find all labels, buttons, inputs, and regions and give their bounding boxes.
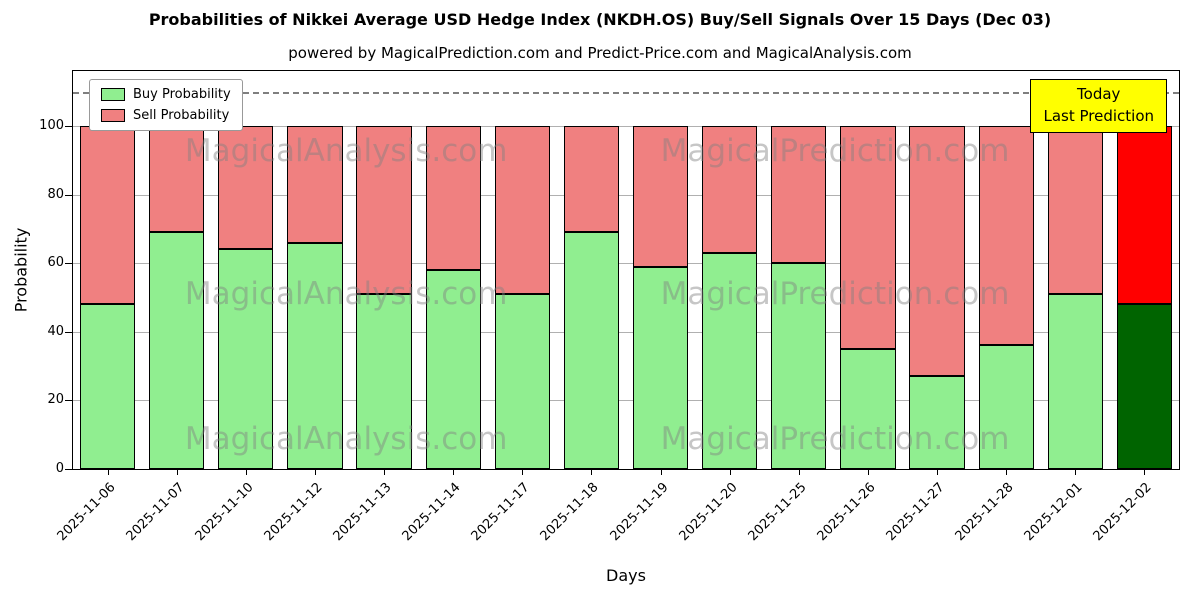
xtick-mark-8 [660, 470, 662, 475]
bar-sell-today [1116, 125, 1173, 305]
bar-sell [702, 125, 758, 253]
xtick-mark-10 [798, 470, 800, 475]
legend-label-sell: Sell Probability [133, 108, 230, 123]
xtick-mark-13 [1006, 470, 1008, 475]
bar-sell [978, 125, 1034, 346]
xtick-mark-3 [314, 470, 316, 475]
bars-layer [73, 71, 1179, 469]
xtick-mark-4 [384, 470, 386, 475]
bar-buy [356, 294, 412, 469]
bar-sell [287, 125, 343, 243]
grid-layer [73, 71, 1179, 469]
ytick-mark-0 [65, 469, 72, 470]
bar-buy [702, 252, 758, 469]
xtick-mark-0 [107, 470, 109, 475]
legend-swatch-sell [101, 109, 125, 122]
bar-sell [79, 125, 136, 305]
ytick-mark-40 [65, 331, 72, 333]
bar-sell [563, 125, 620, 233]
bar-buy-today [1116, 304, 1173, 469]
xtick-mark-7 [591, 470, 593, 475]
gridline-y40 [73, 331, 1179, 333]
bar-buy [909, 376, 965, 469]
bar-buy [149, 232, 205, 469]
xtick-mark-11 [867, 470, 869, 475]
ytick-label-20: 20 [47, 392, 64, 408]
bar-buy [494, 294, 550, 469]
bar-sell [425, 125, 481, 270]
gridline-y80 [73, 194, 1179, 196]
xtick-mark-9 [729, 470, 731, 475]
gridline-y60 [73, 263, 1179, 265]
gridline-y20 [73, 400, 1179, 402]
xtick-mark-14 [1075, 470, 1077, 475]
bar-sell [840, 125, 896, 349]
xtick-mark-15 [1144, 470, 1146, 475]
watermark-analysis-row3: MagicalAnalysis.com [184, 421, 508, 458]
bar-buy [287, 242, 343, 469]
xtick-mark-6 [522, 470, 524, 475]
xtick-mark-12 [937, 470, 939, 475]
watermark-analysis-row1: MagicalAnalysis.com [184, 132, 508, 169]
gridline-y100 [73, 125, 1179, 127]
ytick-label-40: 40 [47, 323, 64, 339]
bar-buy [79, 304, 136, 469]
ytick-label-0: 0 [55, 461, 64, 476]
watermark-prediction-row2: MagicalPrediction.com [660, 275, 1010, 312]
xtick-mark-1 [176, 470, 178, 475]
ytick-mark-100 [65, 125, 72, 127]
bar-sell [632, 125, 689, 267]
bar-buy [218, 249, 274, 469]
bar-buy [1047, 294, 1103, 469]
xtick-mark-5 [453, 470, 455, 475]
ytick-label-80: 80 [47, 186, 64, 202]
upper-dashed-line [73, 91, 1179, 94]
legend: Buy Probability Sell Probability [89, 79, 243, 131]
ytick-label-100: 100 [39, 117, 64, 133]
ytick-mark-80 [65, 194, 72, 196]
today-annotation-line1: Today [1077, 85, 1121, 103]
bar-buy [840, 348, 896, 469]
bar-sell [356, 125, 412, 294]
plot-area: MagicalAnalysis.com MagicalPrediction.com… [72, 70, 1180, 470]
bar-buy [563, 232, 620, 469]
ytick-label-60: 60 [47, 255, 64, 271]
watermark-prediction-row1: MagicalPrediction.com [660, 132, 1010, 169]
legend-label-buy: Buy Probability [133, 87, 231, 102]
x-axis-label: Days [606, 566, 646, 585]
bar-sell [494, 125, 550, 294]
xtick-mark-2 [245, 470, 247, 475]
bar-sell [218, 125, 274, 250]
legend-item-sell: Sell Probability [101, 108, 231, 123]
bar-sell [1047, 125, 1103, 294]
bar-buy [771, 263, 827, 469]
chart-subtitle: powered by MagicalPrediction.com and Pre… [288, 44, 912, 62]
bar-sell [771, 125, 827, 264]
today-annotation: Today Last Prediction [1030, 79, 1167, 133]
bar-buy [632, 266, 689, 469]
bar-buy [978, 345, 1034, 469]
legend-item-buy: Buy Probability [101, 87, 231, 102]
bar-sell [909, 125, 965, 377]
bar-buy [425, 270, 481, 469]
chart-title: Probabilities of Nikkei Average USD Hedg… [148, 10, 1052, 29]
ytick-mark-60 [65, 263, 72, 265]
ytick-mark-20 [65, 400, 72, 402]
watermark-prediction-row3: MagicalPrediction.com [660, 421, 1010, 458]
today-annotation-line2: Last Prediction [1043, 106, 1154, 125]
watermark-analysis-row2: MagicalAnalysis.com [184, 275, 508, 312]
legend-swatch-buy [101, 88, 125, 101]
